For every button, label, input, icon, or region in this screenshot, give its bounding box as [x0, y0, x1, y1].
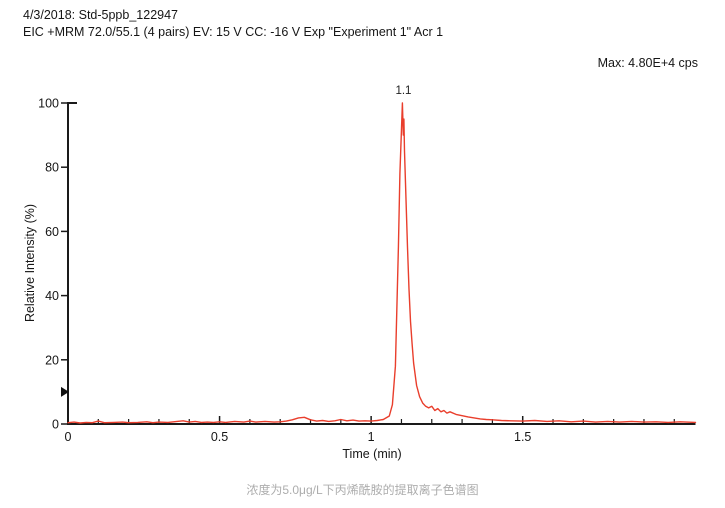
y-tick-label: 60: [45, 225, 59, 239]
axis-threshold-marker: [61, 386, 69, 397]
y-tick-label: 40: [45, 289, 59, 303]
y-axis-title: Relative Intensity (%): [23, 203, 37, 323]
x-tick-label: 1.5: [514, 430, 531, 444]
x-tick-label: 0: [65, 430, 72, 444]
x-axis-title: Time (min): [342, 447, 402, 461]
sample-header-line: 4/3/2018: Std-5ppb_122947: [23, 8, 178, 22]
y-tick-label: 100: [38, 97, 59, 111]
peak-retention-time-label: 1.1: [395, 85, 412, 97]
y-tick-label: 80: [45, 161, 59, 175]
acquisition-params-line: EIC +MRM 72.0/55.1 (4 pairs) EV: 15 V CC…: [23, 25, 444, 39]
x-tick-label: 1: [368, 430, 375, 444]
chromatogram-trace: [67, 102, 697, 424]
x-tick-label: 0.5: [211, 430, 228, 444]
figure-caption: 浓度为5.0μg/L下丙烯酰胺的提取离子色谱图: [246, 483, 479, 497]
y-tick-label: 20: [45, 353, 59, 367]
max-intensity-label: Max: 4.80E+4 cps: [597, 56, 698, 70]
y-tick-label: 0: [52, 418, 59, 432]
